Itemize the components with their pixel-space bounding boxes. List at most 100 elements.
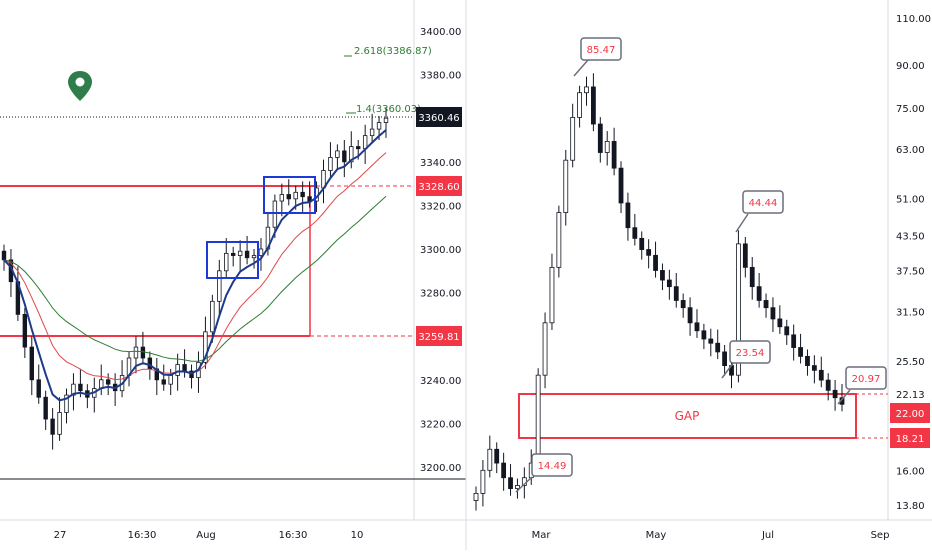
right-y-tick-label: 16.00 [896, 466, 925, 477]
left-candle [161, 364, 166, 391]
left-candle [251, 249, 257, 269]
left-y-tick-label: 3340.00 [420, 158, 461, 169]
map-pin-icon [68, 71, 92, 101]
right-candle [749, 257, 755, 300]
right-candle [584, 76, 589, 106]
left-y-tick-label: 3300.00 [420, 245, 461, 256]
gap-bottom-price-label: 18.21 [896, 434, 925, 445]
right-y-tick-label: 31.50 [896, 307, 925, 318]
right-candle [508, 464, 513, 496]
right-y-tick-label: 110.00 [896, 14, 931, 25]
left-y-tick-label: 3240.00 [420, 376, 461, 387]
callout-20-97: 20.97 [837, 366, 887, 405]
right-candle [742, 236, 748, 278]
right-candle [818, 356, 824, 388]
gap-label: GAP [675, 409, 700, 423]
right-y-tick-label: 43.50 [896, 232, 925, 243]
right-candle [825, 373, 831, 401]
gap-top-price-tag [890, 403, 930, 423]
support-price-label: 3259.81 [418, 332, 459, 343]
right-candle [515, 478, 520, 499]
left-candle [335, 144, 340, 169]
resistance-price-tag [416, 176, 462, 196]
right-y-tick-labels: 13.80 16.00 22.13 25.50 31.50 37.50 43.50 51.00… [896, 14, 931, 512]
left-candle [29, 336, 34, 396]
left-x-tick-label: 16:30 [128, 530, 157, 541]
right-candle [666, 269, 672, 300]
right-candle [618, 161, 624, 214]
right-candle [770, 297, 776, 332]
gap-bottom-price-tag [890, 428, 930, 448]
callout-44-44-label: 44.44 [749, 198, 778, 209]
last-price-tag [416, 107, 462, 127]
right-candle [611, 127, 617, 176]
left-candle [36, 364, 41, 404]
right-candle [777, 305, 783, 334]
support-price-tag [416, 326, 462, 346]
right-x-tick-labels: Mar May Jul Sep [532, 530, 890, 541]
left-y-tick-label: 3280.00 [420, 289, 461, 300]
right-candle [549, 253, 555, 330]
left-candle [224, 238, 229, 278]
right-candle [570, 103, 576, 168]
right-candle [811, 355, 817, 384]
left-candle [369, 113, 375, 143]
right-candle [590, 73, 596, 132]
right-candle [763, 293, 769, 318]
right-y-tick-label: 22.13 [896, 390, 925, 401]
left-candle [258, 238, 264, 271]
callout-20-97-label: 20.97 [852, 374, 881, 385]
right-candle [660, 263, 665, 291]
right-candle [756, 272, 762, 308]
right-y-tick-label: 90.00 [896, 61, 925, 72]
left-candle [237, 240, 243, 271]
right-candle [577, 85, 582, 128]
left-candle [210, 294, 215, 343]
right-candles [473, 73, 845, 511]
left-candle [244, 235, 250, 265]
right-y-tick-label: 51.00 [896, 194, 925, 205]
left-y-tick-label: 3400.00 [420, 27, 461, 38]
left-candle [300, 181, 305, 212]
right-x-tick-label: Mar [532, 530, 552, 541]
consolidation-box-2 [263, 176, 316, 214]
gap-zone-box [518, 393, 857, 439]
ema-slow-line [3, 195, 387, 362]
left-candle [203, 316, 208, 369]
right-y-tick-label: 13.80 [896, 501, 925, 512]
right-candle [556, 205, 562, 278]
right-candle [487, 435, 493, 478]
left-candle [230, 246, 236, 267]
right-candle [501, 452, 507, 491]
right-candle [639, 231, 645, 260]
right-candle [687, 297, 693, 336]
left-candle [349, 131, 354, 169]
left-x-tick-label: 10 [351, 530, 364, 541]
callout-85-47: 85.47 [573, 37, 622, 77]
right-candle [805, 349, 810, 376]
right-x-tick-label: May [646, 530, 667, 541]
callout-44-44: 44.44 [735, 190, 784, 233]
right-candle [542, 312, 548, 389]
left-candle [383, 107, 389, 138]
fib-label-2618: 2.618(3386.87) [354, 46, 432, 57]
left-candle [217, 259, 222, 317]
left-candle [279, 183, 285, 217]
right-x-tick-label: Sep [871, 530, 890, 541]
left-candle [22, 307, 28, 358]
gap-top-price-label: 22.00 [896, 409, 925, 420]
right-candle [673, 272, 679, 308]
callout-85-47-label: 85.47 [587, 45, 616, 56]
right-chart: 13.80 16.00 22.13 25.50 31.50 37.50 43.50 51.00… [466, 0, 932, 541]
right-y-tick-label: 63.00 [896, 145, 925, 156]
callout-14-49: 14.49 [515, 453, 573, 493]
consolidation-box-1 [206, 241, 259, 279]
left-chart: 3200.003220.003240.003260.003280.003300.… [0, 0, 466, 541]
callout-23-54-label: 23.54 [736, 348, 765, 359]
right-candle [563, 149, 569, 226]
callout-14-49-label: 14.49 [538, 461, 567, 472]
left-candle [286, 179, 291, 206]
ema-fast-line [3, 129, 387, 402]
left-x-tick-label: 16:30 [279, 530, 308, 541]
